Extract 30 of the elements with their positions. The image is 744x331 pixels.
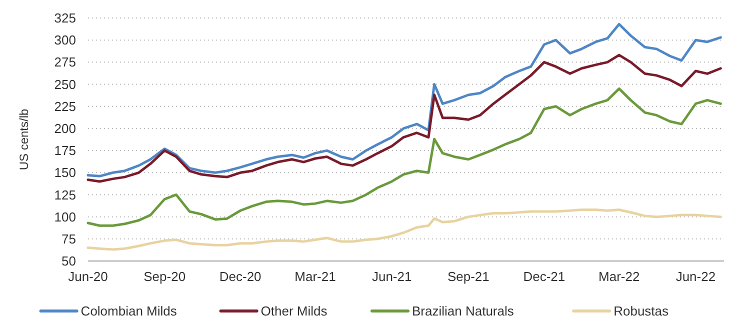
y-tick-label: 50 — [62, 254, 76, 269]
line-series — [86, 87, 722, 227]
y-tick-label: 75 — [62, 231, 76, 246]
line-series — [86, 54, 722, 183]
legend-label: Colombian Milds — [80, 304, 178, 319]
x-tick-label: Jun-22 — [676, 269, 716, 284]
y-tick-label: 300 — [54, 32, 76, 48]
legend-label: Robustas — [614, 304, 670, 319]
x-tick-label: Mar-21 — [294, 269, 336, 284]
legend-label: Brazilian Naturals — [412, 304, 514, 319]
legend-label: Other Milds — [260, 304, 328, 319]
y-tick-label: 175 — [54, 143, 76, 158]
y-tick-label: 100 — [54, 209, 76, 224]
y-tick-label: 200 — [54, 121, 76, 136]
y-tick-label: 225 — [54, 98, 76, 114]
y-tick-label: 250 — [54, 76, 76, 92]
line-series — [86, 208, 722, 251]
x-tick-label: Dec-20 — [219, 269, 262, 284]
x-tick-label: Sep-20 — [144, 269, 186, 284]
y-tick-label: 325 — [54, 10, 76, 26]
line-series — [86, 22, 722, 178]
x-tick-label: Dec-21 — [523, 269, 566, 284]
y-tick-label: 150 — [54, 165, 76, 180]
x-tick-label: Sep-21 — [447, 269, 490, 284]
x-tick-label: Jun-20 — [68, 269, 108, 284]
y-axis-title: US cents/lb — [17, 108, 31, 170]
y-tick-label: 125 — [54, 187, 76, 202]
x-tick-label: Jun-21 — [372, 269, 412, 284]
y-tick-label: 275 — [54, 54, 76, 70]
x-tick-label: Mar-22 — [598, 269, 640, 284]
